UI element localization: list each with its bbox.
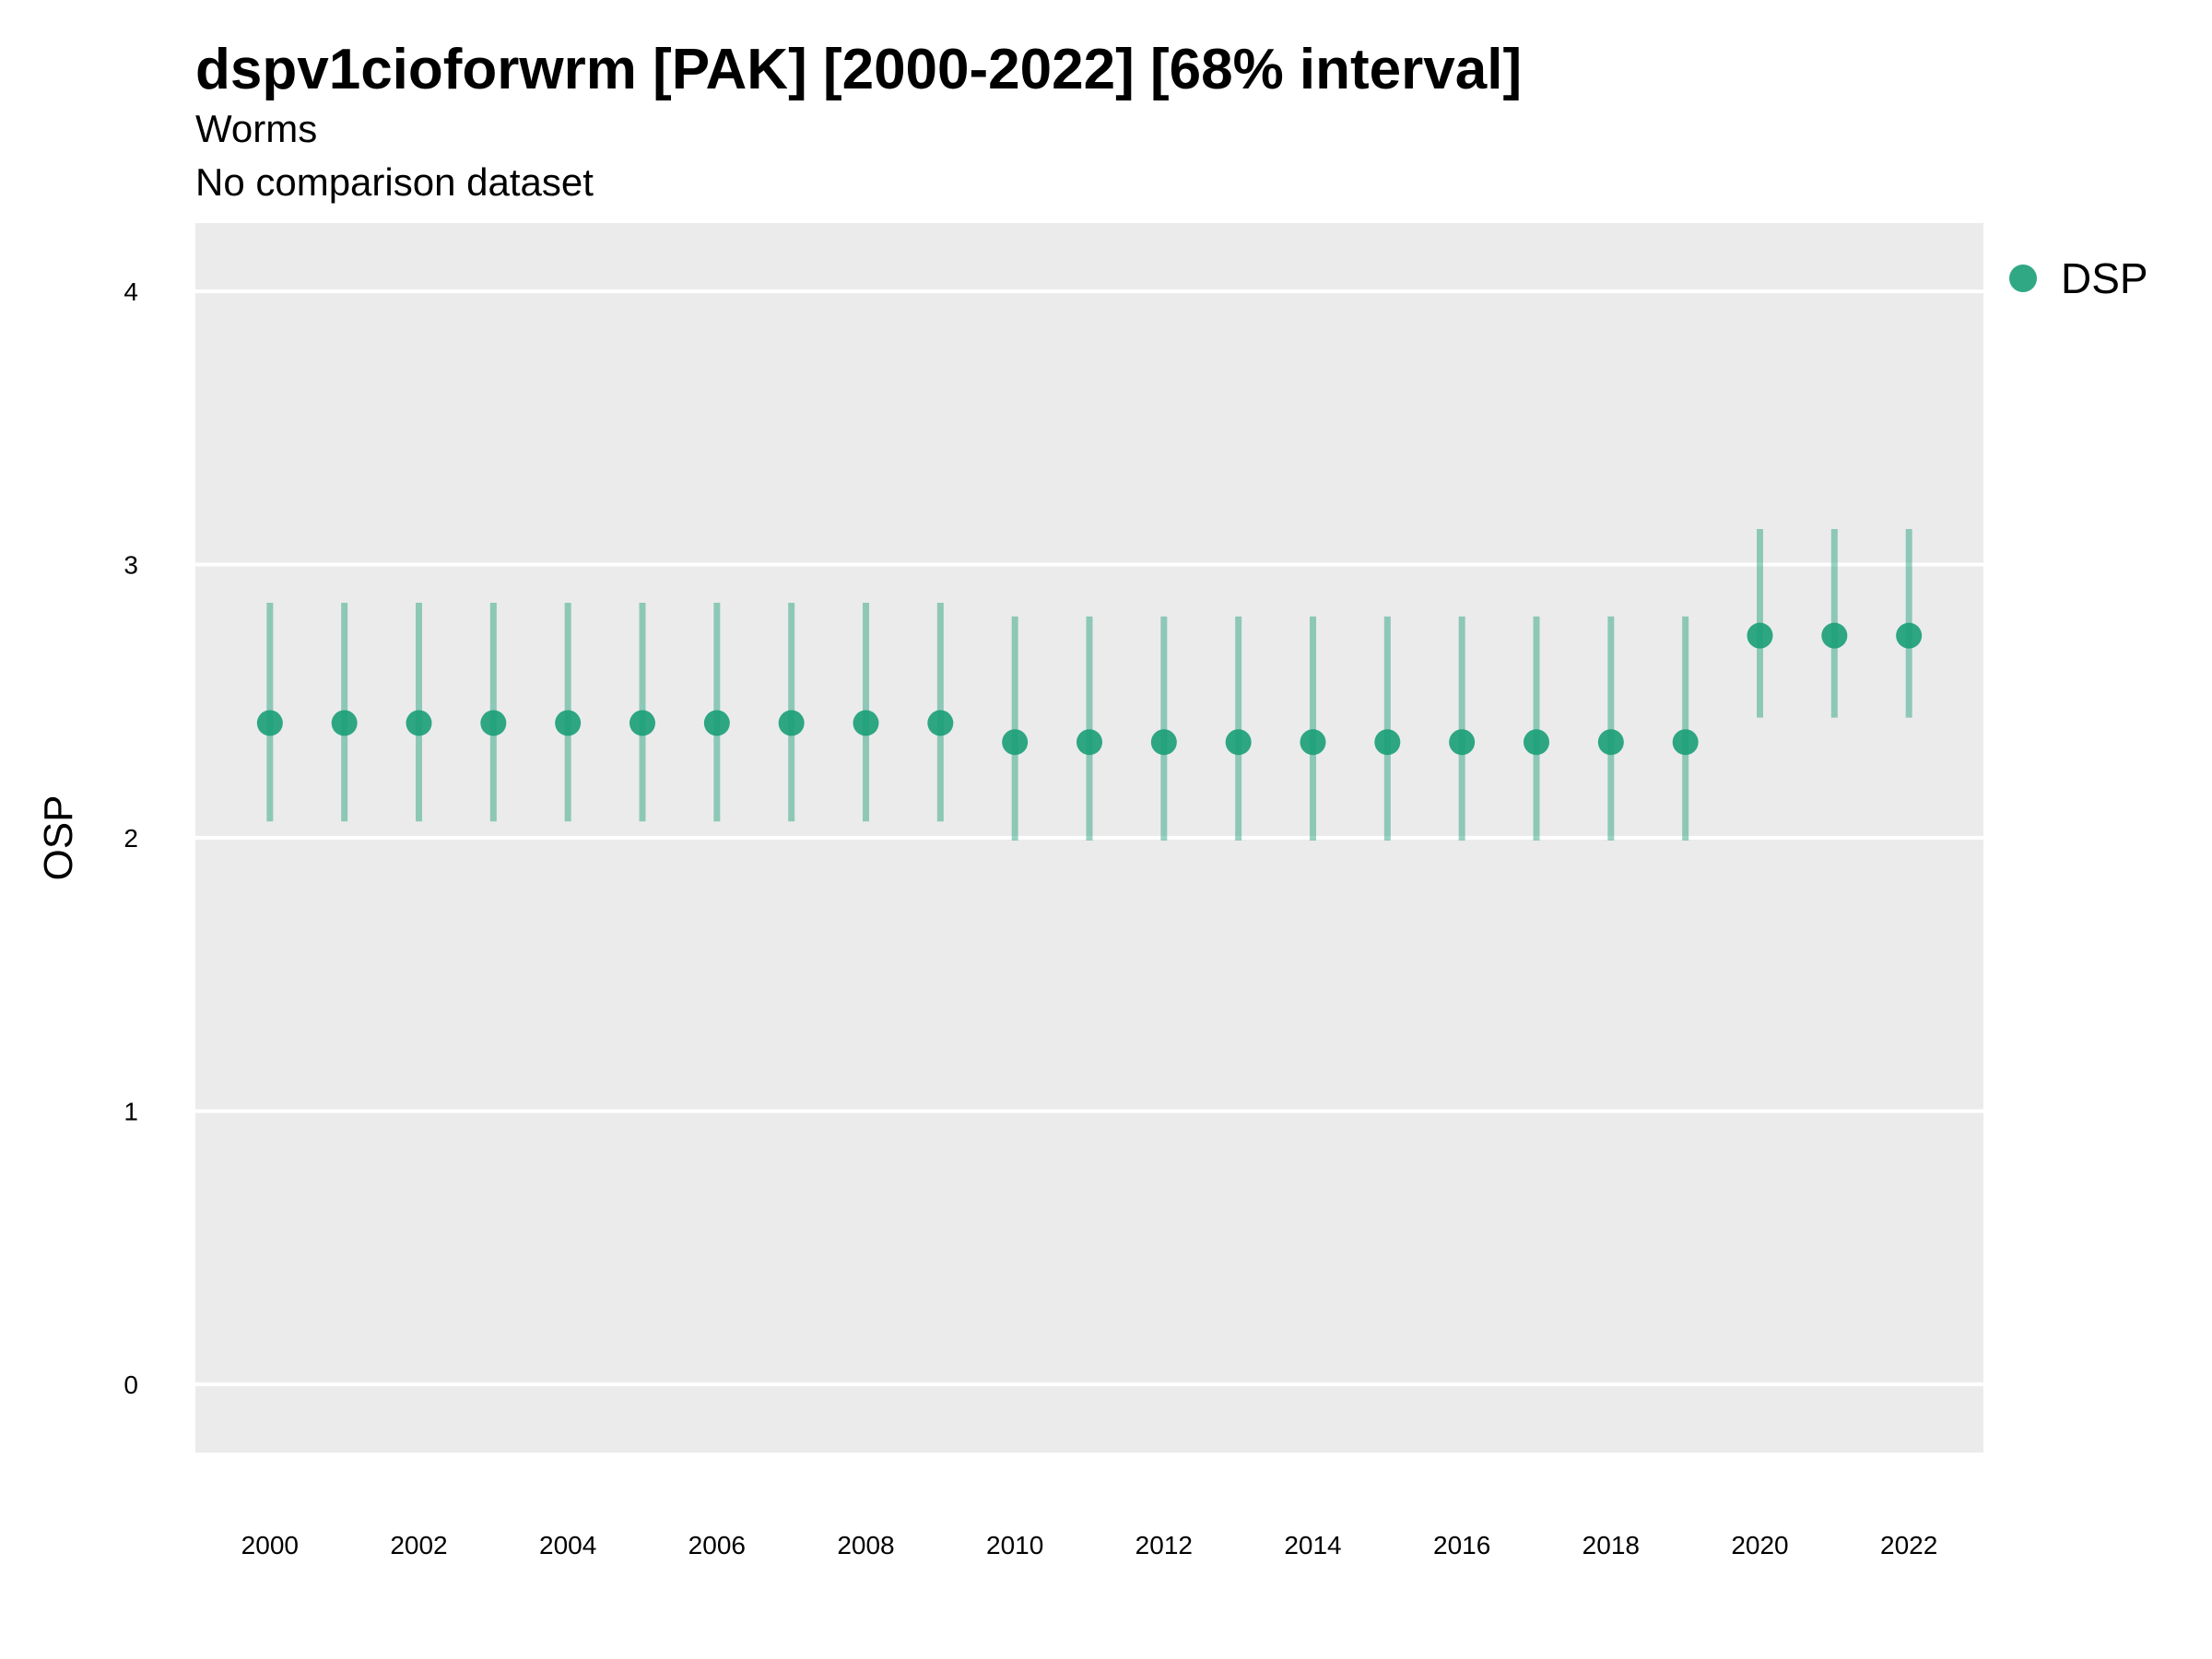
x-tick-label: 2016 [1433,1531,1490,1559]
data-point [480,710,507,736]
data-point [1374,729,1401,756]
y-tick-label: 4 [124,277,138,306]
y-axis-title: OSP [36,795,81,881]
data-point [1002,729,1029,756]
data-point [1747,622,1773,649]
x-tick-label: 2010 [986,1531,1043,1559]
x-tick-label: 2020 [1731,1531,1788,1559]
legend: DSP [2009,253,2148,303]
data-point [1821,622,1848,649]
legend-swatch-dsp [2009,265,2037,292]
data-point [853,710,879,736]
data-point [331,710,358,736]
data-point [1449,729,1476,756]
data-point [256,710,283,736]
x-tick-label: 2014 [1284,1531,1341,1559]
data-point [555,710,582,736]
chart-subtitle: Worms [195,107,318,150]
x-tick-label: 2002 [390,1531,447,1559]
chart-caption: No comparison dataset [195,160,594,204]
data-point [778,710,805,736]
legend-label-dsp: DSP [2061,254,2148,302]
data-point [1597,729,1624,756]
data-point [927,710,954,736]
x-tick-label: 2004 [539,1531,596,1559]
chart-title: dspv1cioforwrm [PAK] [2000-2022] [68% in… [195,38,1523,101]
data-point [1896,622,1923,649]
x-tick-label: 2022 [1880,1531,1937,1559]
data-point [703,710,730,736]
x-tick-label: 2018 [1583,1531,1640,1559]
data-point [1672,729,1699,756]
x-tick-label: 2006 [688,1531,746,1559]
y-tick-label: 1 [124,1097,138,1125]
data-point [406,710,432,736]
data-point [629,710,655,736]
data-point [1524,729,1549,756]
data-point [1150,729,1177,756]
data-point [1077,729,1102,756]
x-tick-label: 2000 [241,1531,299,1559]
x-tick-label: 2008 [837,1531,894,1559]
y-tick-label: 0 [124,1371,138,1399]
x-tick-label: 2012 [1135,1531,1193,1559]
y-tick-label: 2 [124,824,138,853]
y-tick-label: 3 [124,551,138,580]
data-point [1225,729,1252,756]
data-point [1300,729,1326,756]
